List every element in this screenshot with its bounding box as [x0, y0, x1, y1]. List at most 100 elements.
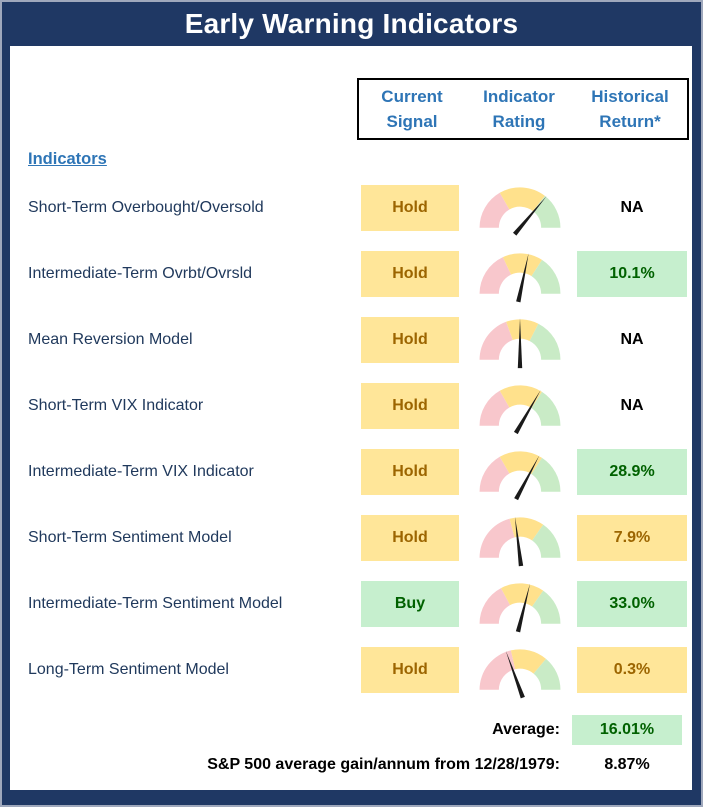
- return-cell: NA: [574, 383, 690, 429]
- gauge-yellow-segment: [499, 384, 543, 408]
- historical-return-value: 7.9%: [577, 515, 687, 561]
- signal-badge: Buy: [361, 581, 459, 627]
- gauge-needle: [516, 252, 529, 302]
- header-line: Current: [381, 86, 443, 106]
- historical-return-value: 33.0%: [577, 581, 687, 627]
- rating-gauge: [479, 516, 561, 566]
- historical-return-value: NA: [620, 397, 644, 414]
- column-header-row: Current Signal Indicator Rating Historic…: [10, 46, 692, 140]
- gauge-yellow-segment: [499, 186, 545, 211]
- indicator-label: Intermediate-Term Sentiment Model: [28, 595, 283, 612]
- signal-cell: Hold: [354, 317, 466, 363]
- gauge-red-segment: [479, 192, 510, 228]
- rating-cell: [466, 378, 574, 435]
- gauge-needle: [505, 650, 525, 698]
- gauge-needle: [517, 317, 523, 368]
- signal-cell: Buy: [354, 581, 466, 627]
- indicators-heading: Indicators: [28, 150, 107, 168]
- header-line: Indicator: [483, 86, 555, 106]
- gauge-red-segment: [479, 649, 516, 690]
- gauge-red-segment: [479, 390, 510, 426]
- indicator-label: Long-Term Sentiment Model: [28, 661, 229, 678]
- rating-cell: [466, 642, 574, 699]
- indicator-label: Short-Term Overbought/Oversold: [28, 199, 264, 216]
- gauge-green-segment: [529, 323, 561, 360]
- gauge-yellow-segment: [499, 450, 543, 474]
- column-header-historical-return: Historical Return*: [573, 84, 687, 135]
- column-header-indicator-rating: Indicator Rating: [465, 84, 573, 135]
- signal-cell: Hold: [354, 251, 466, 297]
- sp500-value-cell: 8.87%: [564, 756, 690, 774]
- header-line: Historical: [591, 86, 669, 106]
- gauge-yellow-segment: [501, 582, 544, 606]
- average-value-cell: 16.01%: [564, 715, 690, 745]
- indicator-row: Short-Term Overbought/Oversold Hold NA: [10, 175, 692, 241]
- gauge-green-segment: [533, 658, 561, 690]
- gauge-needle: [512, 195, 547, 236]
- return-cell: NA: [574, 185, 690, 231]
- column-header-current-signal: Current Signal: [359, 84, 465, 135]
- rating-gauge: [479, 252, 561, 302]
- indicator-rows: Short-Term Overbought/Oversold Hold NA I…: [10, 175, 692, 703]
- column-headers-box: Current Signal Indicator Rating Historic…: [357, 78, 689, 140]
- signal-cell: Hold: [354, 449, 466, 495]
- indicator-label: Intermediate-Term Ovrbt/Ovrsld: [28, 265, 253, 282]
- signal-badge: Hold: [361, 449, 459, 495]
- indicator-row: Short-Term VIX Indicator Hold NA: [10, 373, 692, 439]
- historical-return-value: 0.3%: [577, 647, 687, 693]
- indicator-row: Intermediate-Term VIX Indicator Hold 28.…: [10, 439, 692, 505]
- return-cell: 33.0%: [574, 581, 690, 627]
- average-row: Average: 16.01%: [10, 711, 692, 749]
- rating-cell: [466, 246, 574, 303]
- rating-gauge: [479, 317, 561, 368]
- indicator-label: Intermediate-Term VIX Indicator: [28, 463, 254, 480]
- gauge-green-segment: [532, 590, 561, 624]
- signal-cell: Hold: [354, 383, 466, 429]
- signal-badge: Hold: [361, 251, 459, 297]
- gauge-red-segment: [479, 256, 512, 294]
- indicator-row: Intermediate-Term Sentiment Model Buy 33…: [10, 571, 692, 637]
- historical-return-value: NA: [620, 199, 644, 216]
- gauge-green-segment: [531, 391, 561, 426]
- header-line: Signal: [386, 112, 438, 131]
- rating-gauge: [479, 648, 561, 698]
- signal-badge: Hold: [361, 317, 459, 363]
- rating-gauge: [479, 582, 561, 632]
- rating-cell: [466, 444, 574, 501]
- gauge-needle: [514, 516, 524, 566]
- gauge-green-segment: [531, 259, 561, 294]
- rating-cell: [466, 576, 574, 633]
- rating-gauge: [479, 186, 561, 236]
- sp500-row: S&P 500 average gain/annum from 12/28/19…: [10, 749, 692, 781]
- indicator-row: Long-Term Sentiment Model Hold 0.3%: [10, 637, 692, 703]
- header-line: Rating: [492, 112, 546, 131]
- signal-cell: Hold: [354, 185, 466, 231]
- historical-return-value: 10.1%: [577, 251, 687, 297]
- signal-badge: Hold: [361, 185, 459, 231]
- return-cell: NA: [574, 317, 690, 363]
- indicator-row: Short-Term Sentiment Model Hold 7.9%: [10, 505, 692, 571]
- signal-cell: Hold: [354, 515, 466, 561]
- signal-badge: Hold: [361, 515, 459, 561]
- indicator-row: Mean Reversion Model Hold NA: [10, 307, 692, 373]
- rating-gauge: [479, 384, 561, 434]
- gauge-needle: [514, 454, 540, 500]
- return-cell: 28.9%: [574, 449, 690, 495]
- signal-badge: Hold: [361, 647, 459, 693]
- header-line: Return*: [599, 112, 661, 131]
- sp500-label: S&P 500 average gain/annum from 12/28/19…: [207, 756, 560, 773]
- indicator-label: Short-Term Sentiment Model: [28, 529, 232, 546]
- panel-title: Early Warning Indicators: [184, 8, 519, 39]
- gauge-yellow-segment: [510, 648, 546, 674]
- gauge-yellow-segment: [502, 252, 543, 276]
- gauge-red-segment: [479, 456, 510, 492]
- content-panel: Current Signal Indicator Rating Historic…: [10, 46, 692, 790]
- historical-return-value: 28.9%: [577, 449, 687, 495]
- signal-badge: Hold: [361, 383, 459, 429]
- average-label: Average:: [492, 721, 560, 738]
- gauge-yellow-segment: [506, 318, 539, 341]
- gauge-needle: [513, 389, 541, 434]
- indicator-row: Intermediate-Term Ovrbt/Ovrsld Hold 10.1…: [10, 241, 692, 307]
- signal-cell: Hold: [354, 647, 466, 693]
